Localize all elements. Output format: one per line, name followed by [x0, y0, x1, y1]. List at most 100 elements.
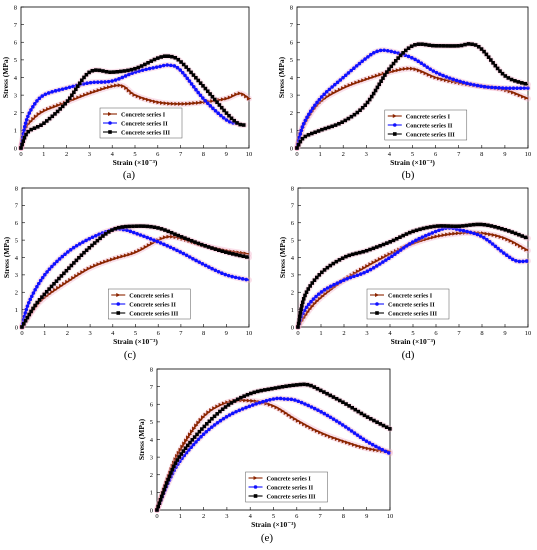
data-point: [377, 82, 382, 87]
data-point: [154, 65, 159, 69]
data-point: [384, 425, 389, 429]
data-point: [191, 85, 196, 89]
y-tick-label: 0: [290, 145, 293, 152]
data-point: [134, 250, 139, 255]
data-point: [349, 429, 354, 433]
data-point: [398, 248, 403, 252]
data-point: [60, 104, 65, 109]
data-point: [521, 259, 525, 264]
data-point: [253, 399, 259, 404]
data-point: [459, 231, 464, 236]
data-point: [521, 245, 526, 250]
data-point: [232, 399, 237, 403]
data-point: [280, 385, 285, 389]
data-point: [486, 223, 490, 228]
data-point: [454, 78, 459, 83]
data-point: [313, 103, 317, 108]
panel-e: 0 1 2 3 4 5 6 7 8 9 10 0 1 2 3 4 5 6 7 8 Strain (×10⁻³) Stres…: [137, 366, 393, 544]
data-point: [441, 73, 445, 78]
data-point: [38, 278, 43, 283]
data-point: [170, 54, 174, 59]
data-point: [351, 81, 356, 86]
data-point: [341, 400, 345, 405]
y-tick-label: 0: [150, 507, 153, 514]
legend-label: Concrete series I: [267, 475, 312, 482]
y-tick-label: 3: [290, 92, 293, 99]
data-point: [310, 106, 315, 111]
data-point: [304, 290, 309, 294]
data-point: [314, 294, 318, 299]
data-point: [511, 240, 517, 245]
data-point: [309, 405, 314, 409]
data-point: [192, 426, 197, 431]
x-tick-label: 0: [20, 330, 23, 337]
data-point: [249, 391, 253, 396]
x-tick-label: 0: [296, 330, 299, 337]
data-point: [322, 96, 327, 101]
data-point: [315, 275, 319, 280]
data-point: [77, 255, 81, 260]
x-tick-label: 1: [179, 513, 182, 520]
data-point: [169, 471, 173, 475]
data-point: [517, 232, 521, 237]
panel-c: 0 1 2 3 4 5 6 7 8 9 10 0 1 2 3 4 5 6 7 8 Strain (×10⁻³) Stres…: [2, 185, 252, 361]
data-point: [202, 424, 207, 429]
data-point: [367, 441, 372, 445]
data-point: [221, 116, 226, 120]
data-point: [227, 413, 232, 417]
data-point: [297, 135, 302, 140]
data-point: [149, 224, 153, 229]
data-point: [103, 80, 107, 84]
data-point: [319, 95, 324, 99]
legend: Concrete series I Concrete series II Concr…: [99, 107, 183, 139]
data-point: [152, 57, 157, 62]
data-point: [50, 90, 54, 94]
y-tick-label: 3: [14, 92, 17, 99]
data-point: [375, 49, 379, 54]
data-point: [220, 97, 226, 102]
y-tick-label: 5: [291, 237, 294, 244]
data-point: [149, 98, 154, 103]
data-point: [59, 274, 64, 278]
data-point: [189, 239, 194, 243]
data-point: [94, 68, 98, 72]
y-tick-label: 5: [150, 419, 153, 426]
data-point: [479, 84, 483, 88]
data-point: [90, 68, 95, 73]
data-point: [187, 79, 192, 83]
data-point: [198, 417, 203, 422]
data-point: [74, 87, 78, 92]
data-point: [427, 232, 431, 237]
data-point: [312, 301, 317, 306]
data-point: [481, 231, 486, 236]
data-point: [308, 109, 313, 114]
data-point: [381, 423, 386, 428]
data-point: [79, 94, 84, 99]
data-point: [215, 100, 219, 105]
data-point: [223, 405, 228, 409]
data-point: [133, 66, 137, 71]
data-point: [245, 392, 250, 397]
data-point: [203, 98, 208, 103]
data-point: [354, 64, 359, 68]
x-tick-label: 4: [388, 330, 392, 337]
data-point: [448, 44, 453, 48]
x-tick-label: 8: [480, 151, 483, 158]
data-point: [37, 96, 42, 101]
data-point: [63, 252, 67, 257]
y-tick-label: 7: [291, 203, 295, 210]
x-tick-label: 3: [88, 151, 91, 158]
data-point: [375, 420, 379, 425]
data-point: [407, 230, 412, 235]
data-point: [83, 92, 88, 97]
data-point: [410, 240, 415, 244]
data-point: [524, 96, 529, 101]
y-tick-label: 7: [14, 22, 18, 29]
data-point: [387, 252, 392, 257]
data-point: [303, 293, 307, 298]
data-point: [468, 230, 473, 235]
data-point: [262, 388, 267, 392]
data-point: [496, 225, 501, 230]
data-point: [208, 92, 212, 96]
data-point: [309, 383, 313, 388]
